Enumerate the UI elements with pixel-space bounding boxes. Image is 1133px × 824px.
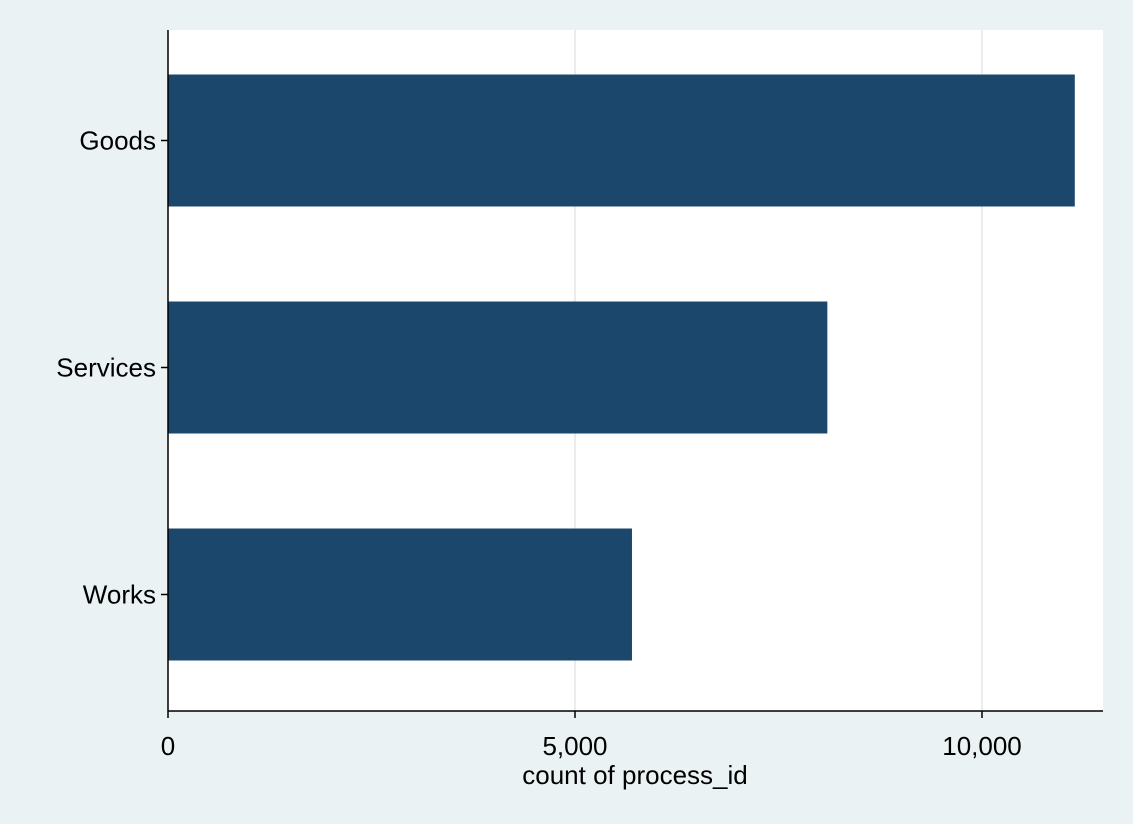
x-axis-title: count of process_id xyxy=(522,760,747,790)
category-label-works: Works xyxy=(83,580,156,610)
bar-works xyxy=(168,528,632,661)
bar-goods xyxy=(168,74,1075,207)
category-label-services: Services xyxy=(56,353,156,383)
y-axis-category-labels: Goods Services Works xyxy=(56,126,168,610)
bar-services xyxy=(168,301,828,434)
x-axis-ticks: 0 5,000 10,000 xyxy=(161,711,1022,761)
x-tick-label: 5,000 xyxy=(542,731,607,761)
bars xyxy=(168,74,1075,661)
x-tick-label: 10,000 xyxy=(942,731,1022,761)
x-tick-label: 0 xyxy=(161,731,175,761)
category-label-goods: Goods xyxy=(79,126,156,156)
